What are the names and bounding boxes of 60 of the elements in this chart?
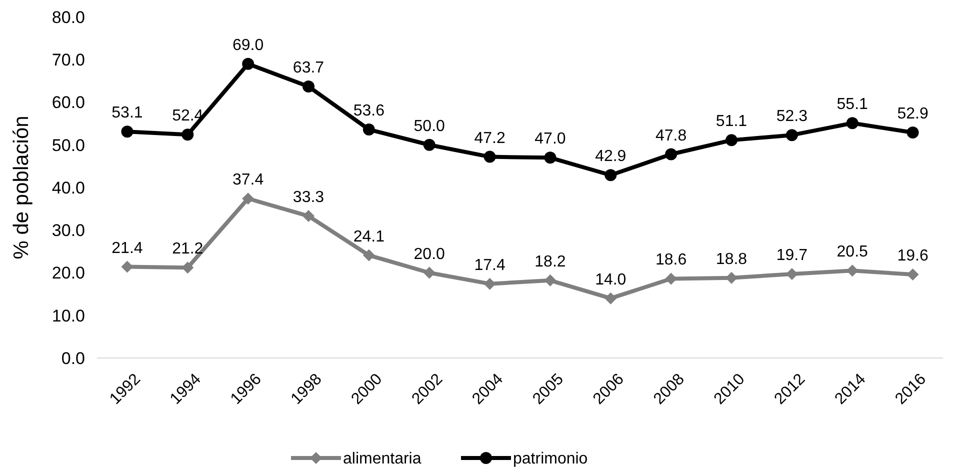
data-label: 55.1 (836, 96, 868, 114)
data-label: 20.0 (414, 246, 446, 263)
data-label: 51.1 (716, 113, 748, 130)
point (846, 117, 858, 130)
y-tick-label: 60.0 (52, 93, 85, 112)
point (302, 210, 314, 222)
point (423, 138, 436, 151)
legend-label: alimentaria (343, 450, 422, 468)
point (423, 266, 436, 279)
point (786, 129, 798, 142)
point (362, 249, 375, 262)
data-label: 17.4 (474, 256, 506, 274)
data-label: 18.2 (534, 253, 566, 270)
point (242, 192, 254, 205)
point (665, 148, 678, 160)
data-label: 14.0 (595, 271, 626, 288)
y-tick-label: 40.0 (52, 178, 85, 198)
data-label: 53.6 (353, 102, 385, 120)
point (242, 58, 254, 70)
point (362, 124, 375, 136)
data-label: 19.6 (897, 247, 928, 264)
data-label: 19.7 (776, 247, 808, 264)
data-label: 37.4 (232, 172, 264, 189)
point (484, 150, 496, 163)
data-label: 33.3 (292, 189, 324, 206)
data-label: 53.1 (112, 104, 143, 122)
y-tick-label: 80.0 (52, 8, 85, 27)
y-tick-label: 20.0 (52, 264, 85, 283)
data-label: 47.0 (534, 130, 566, 148)
y-axis-title: % de población (10, 116, 33, 260)
point (604, 169, 617, 182)
data-label: 63.7 (292, 59, 324, 76)
point (182, 128, 194, 141)
legend-label: patrimonio (513, 450, 588, 468)
point (302, 80, 314, 92)
data-label: 24.1 (353, 228, 385, 246)
point (544, 274, 556, 286)
data-label: 18.6 (656, 252, 687, 269)
data-label: 47.8 (656, 127, 687, 144)
data-label: 50.0 (414, 118, 446, 135)
data-label: 42.9 (595, 148, 626, 166)
point (906, 126, 919, 139)
y-tick-label: 0.0 (61, 348, 85, 368)
point (906, 268, 919, 280)
point (726, 134, 738, 146)
data-label: 69.0 (232, 36, 264, 54)
point (121, 126, 134, 138)
y-tick-label: 50.0 (52, 136, 85, 155)
data-label: 20.5 (836, 244, 868, 261)
data-label: 21.2 (172, 240, 204, 258)
data-label: 21.4 (112, 240, 143, 257)
data-label: 52.9 (897, 106, 928, 123)
data-label: 18.8 (716, 250, 748, 268)
y-tick-label: 30.0 (52, 221, 85, 240)
point (544, 152, 556, 164)
y-tick-label: 10.0 (52, 306, 85, 326)
data-label: 52.3 (776, 108, 808, 126)
y-tick-label: 70.0 (52, 50, 85, 70)
point (604, 292, 617, 304)
data-label: 47.2 (474, 130, 506, 147)
